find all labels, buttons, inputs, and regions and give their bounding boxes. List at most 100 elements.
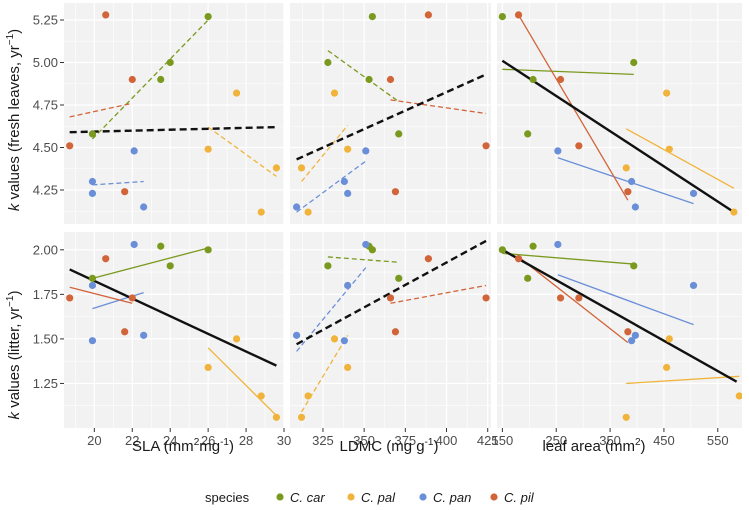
- panel-fresh-ldmc: [290, 3, 491, 224]
- legend-item-c-pil: C. pil: [490, 490, 535, 505]
- trend-line-c-car: [502, 252, 634, 265]
- trend-line-c-pil: [390, 99, 487, 115]
- legend-swatch-c-car: [276, 493, 284, 501]
- trend-line-c-car: [92, 247, 209, 279]
- x-tick-label: 30: [277, 433, 291, 448]
- overall-trend-line: [501, 248, 738, 383]
- point-c-pan: [88, 189, 97, 197]
- legend-item-c-pal: C. pal: [347, 490, 396, 505]
- point-c-pil: [128, 294, 136, 302]
- x-axis-title-leaf-area: leaf area (mm2): [542, 437, 645, 455]
- x-tick-label: 28: [239, 433, 253, 448]
- point-c-car: [395, 274, 403, 282]
- point-c-pal: [330, 335, 339, 343]
- panel-fresh-ldmc-background: [290, 3, 491, 224]
- point-c-pal: [232, 335, 241, 343]
- point-c-pil: [386, 75, 395, 84]
- point-c-pan: [631, 203, 639, 211]
- y-tick-label: 4.25: [33, 183, 58, 198]
- trend-line-c-pal: [625, 128, 735, 189]
- trend-line-c-pal: [301, 124, 349, 182]
- point-c-pan: [292, 331, 301, 339]
- point-c-pan: [340, 177, 348, 186]
- point-c-pal: [663, 89, 671, 97]
- point-c-pal: [257, 392, 265, 400]
- trend-line-c-car: [327, 256, 399, 263]
- overall-trend-line: [296, 239, 487, 346]
- point-c-pal: [297, 164, 306, 172]
- point-c-pal: [344, 145, 352, 153]
- point-c-pan: [292, 203, 301, 211]
- point-c-car: [365, 75, 373, 84]
- point-c-pil: [102, 11, 110, 19]
- point-c-pal: [304, 392, 312, 400]
- point-c-pal: [622, 413, 630, 421]
- point-c-pan: [554, 147, 562, 155]
- legend-swatch-c-pal: [347, 493, 355, 501]
- point-c-car: [368, 246, 376, 254]
- point-c-car: [157, 75, 165, 84]
- point-c-pal: [330, 89, 339, 97]
- point-c-pan: [88, 281, 97, 290]
- point-c-pan: [554, 240, 562, 249]
- legend-label-c-pal: C. pal: [361, 490, 396, 505]
- point-c-car: [324, 262, 332, 270]
- point-c-pil: [102, 255, 110, 263]
- legend-item-c-pan: C. pan: [419, 490, 471, 505]
- point-c-pil: [575, 294, 583, 302]
- x-tick-label: 550: [707, 433, 729, 448]
- point-c-car: [630, 262, 638, 270]
- point-c-pal: [665, 335, 673, 343]
- panel-fresh-area: [497, 3, 742, 224]
- point-c-car: [324, 58, 332, 67]
- legend: species C. car C. pal C. pan C. pil: [205, 490, 535, 505]
- x-tick-label: 450: [653, 433, 675, 448]
- point-c-car: [368, 13, 376, 21]
- trend-line-c-pil: [69, 286, 133, 304]
- y-axes-layer: 4.25 4.50 4.75 5.00 5.25 1.25 1.50 1.75 2.00: [33, 13, 64, 391]
- point-c-pan: [362, 147, 370, 155]
- point-c-pal: [204, 145, 212, 153]
- y-tick-label: 1.50: [33, 331, 58, 346]
- point-c-pal: [297, 413, 306, 421]
- point-c-pil: [624, 328, 632, 336]
- point-c-car: [166, 58, 174, 67]
- point-c-pil: [391, 328, 400, 336]
- trend-line-c-pan: [296, 160, 367, 213]
- point-c-pan: [628, 337, 636, 345]
- point-c-car: [524, 274, 532, 282]
- point-c-pil: [128, 75, 136, 84]
- point-c-pal: [622, 164, 630, 172]
- point-c-car: [204, 13, 212, 21]
- x-tick-label: 20: [87, 433, 101, 448]
- point-c-pan: [631, 331, 639, 339]
- point-c-pal: [665, 145, 673, 153]
- trend-line-c-pal: [626, 375, 740, 385]
- x-tick-label: 425: [477, 433, 499, 448]
- point-c-pal: [735, 392, 742, 400]
- overall-trend-line: [296, 73, 487, 161]
- trend-line-c-pal: [207, 347, 277, 416]
- point-c-car: [166, 262, 174, 270]
- point-c-pan: [140, 203, 148, 211]
- point-c-pil: [624, 188, 632, 196]
- panel-litter-sla: [64, 232, 284, 428]
- trend-line-c-car: [91, 19, 209, 140]
- y-axis-title-litter: k values (litter, yr−1): [5, 291, 23, 420]
- panel-fresh-sla-background: [64, 3, 284, 224]
- x-tick-label: 250: [545, 433, 567, 448]
- x-tick-label: 375: [394, 433, 416, 448]
- point-c-car: [204, 246, 212, 254]
- panel-fresh-sla: [64, 3, 284, 224]
- point-c-pan: [689, 189, 698, 197]
- panel-litter-ldmc-background: [290, 232, 491, 428]
- panel-litter-ldmc: [290, 232, 491, 428]
- x-tick-label: 150: [492, 433, 514, 448]
- overall-trend-line: [69, 125, 277, 134]
- point-c-pal: [663, 363, 671, 372]
- point-c-car: [498, 13, 506, 21]
- y-tick-label: 1.75: [33, 287, 58, 302]
- y-tick-label: 5.25: [33, 13, 58, 28]
- trend-line-c-pan: [557, 157, 694, 205]
